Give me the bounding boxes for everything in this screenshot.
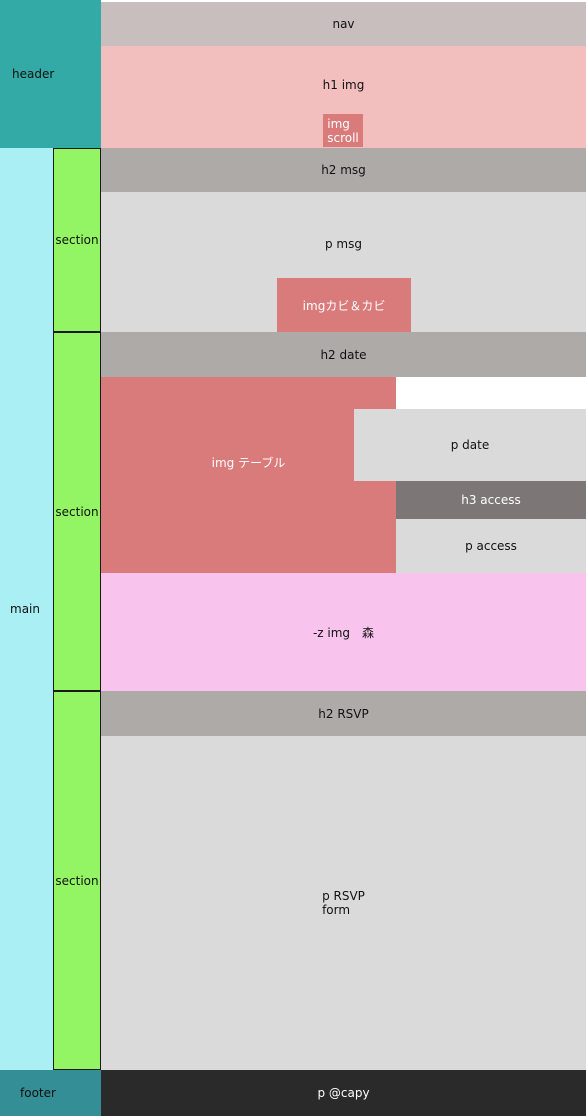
- p-rsvp-label: p RSVP form: [322, 889, 365, 917]
- h2-msg-label: h2 msg: [321, 163, 366, 177]
- nav-label: nav: [332, 17, 355, 31]
- footer-p-label: p @capy: [317, 1086, 370, 1100]
- header-block: header: [0, 0, 101, 148]
- img-table-label: img テーブル: [211, 455, 286, 470]
- p-rsvp-line: p RSVP: [322, 889, 365, 903]
- nav-block: nav: [101, 2, 586, 46]
- h2-date-label: h2 date: [320, 347, 367, 362]
- p-rsvp-form-block: p RSVP form: [101, 736, 586, 1070]
- main-label: main: [10, 602, 40, 616]
- h2-msg-block: h2 msg: [101, 148, 586, 192]
- img-scroll-label: img scroll: [327, 117, 359, 145]
- h3-access-label: h3 access: [461, 493, 521, 507]
- h2-rsvp-block: h2 RSVP: [101, 691, 586, 736]
- section-label: section: [55, 873, 99, 888]
- z-img-forest-block: -z img 森: [101, 573, 586, 691]
- p-access-label: p access: [465, 539, 517, 553]
- footer-block: footer: [0, 1070, 101, 1116]
- p-date-block: p date: [354, 409, 586, 481]
- section-message: section: [53, 148, 101, 332]
- p-msg-label: p msg: [325, 237, 362, 251]
- img-scroll-block: img scroll: [323, 114, 363, 147]
- img-scroll-line: scroll: [327, 130, 359, 145]
- p-rsvp-line: form: [322, 903, 351, 917]
- section-label: section: [55, 233, 99, 247]
- section-date: section: [53, 332, 101, 691]
- img-kabi-label: imgカビ＆カビ: [302, 298, 386, 313]
- footer-p-block: p @capy: [101, 1070, 586, 1116]
- section-label: section: [55, 504, 99, 519]
- h2-date-block: h2 date: [101, 332, 586, 377]
- header-label: header: [12, 67, 55, 81]
- h3-access-block: h3 access: [396, 481, 586, 519]
- section-rsvp: section: [53, 691, 101, 1070]
- img-scroll-line: img: [327, 116, 350, 131]
- h1-label: h1 img: [322, 78, 365, 92]
- p-date-label: p date: [450, 438, 490, 452]
- footer-label: footer: [20, 1086, 56, 1100]
- p-access-block: p access: [396, 519, 586, 573]
- img-table-block: img テーブル: [101, 377, 396, 573]
- z-img-label: -z img 森: [312, 625, 375, 640]
- h2-rsvp-label: h2 RSVP: [318, 706, 369, 721]
- img-kabi-block: imgカビ＆カビ: [277, 278, 411, 332]
